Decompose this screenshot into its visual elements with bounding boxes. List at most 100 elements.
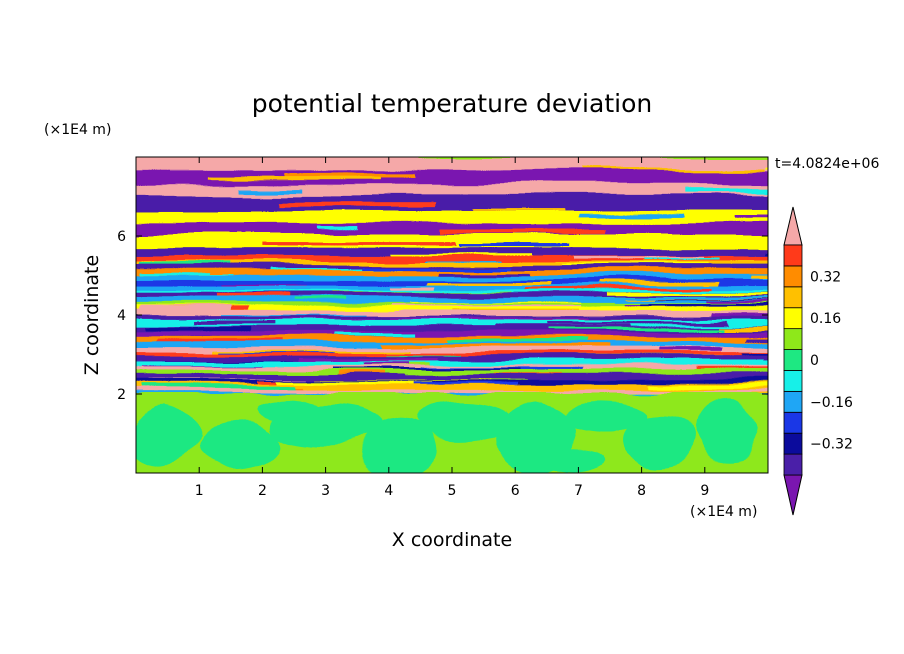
contour-streak bbox=[549, 325, 721, 329]
contour-streak bbox=[762, 292, 768, 297]
contour-streak bbox=[474, 208, 564, 211]
contour-band bbox=[136, 388, 768, 395]
contour-streak bbox=[226, 344, 343, 348]
colorbar-extend-min bbox=[783, 474, 803, 516]
contour-band bbox=[136, 329, 768, 337]
plot-area bbox=[136, 157, 768, 473]
contour-band bbox=[136, 247, 768, 257]
contour-streak bbox=[644, 257, 723, 261]
contour-band bbox=[136, 184, 768, 197]
contour-streak bbox=[278, 380, 433, 385]
contour-band bbox=[136, 260, 768, 266]
eddy-region bbox=[256, 397, 320, 422]
colorbar-segment bbox=[783, 411, 803, 434]
time-label: t=4.0824e+06 bbox=[775, 156, 879, 172]
contour-streak bbox=[144, 324, 251, 330]
contour-streak bbox=[606, 293, 768, 297]
contour-streak bbox=[547, 319, 726, 323]
contour-streak bbox=[595, 283, 720, 288]
contour-streak bbox=[362, 363, 408, 366]
eddy-region bbox=[192, 421, 282, 470]
colorbar-segment bbox=[783, 349, 803, 371]
colorbar-segment bbox=[783, 265, 803, 288]
contour-band bbox=[136, 210, 768, 225]
contour-band bbox=[136, 318, 768, 326]
contour-streak bbox=[213, 294, 287, 299]
contour-streak bbox=[141, 273, 237, 276]
contour-streak bbox=[732, 216, 768, 220]
contour-streak bbox=[458, 242, 571, 247]
x-tick-label: 6 bbox=[511, 483, 520, 499]
colorbar-tick-label: 0 bbox=[810, 353, 819, 369]
y-tick-label: 6 bbox=[117, 229, 126, 245]
contour-streak bbox=[765, 251, 768, 256]
contour-streak bbox=[751, 276, 768, 280]
x-unit-label: (×1E4 m) bbox=[690, 504, 757, 520]
contour-streak bbox=[428, 282, 548, 287]
x-tick-label: 4 bbox=[384, 483, 393, 499]
colorbar-segment bbox=[783, 307, 803, 330]
colorbar-tick-label: −0.16 bbox=[810, 395, 853, 411]
contour-streak bbox=[141, 384, 297, 390]
contour-streak bbox=[708, 313, 768, 318]
eddy-region bbox=[363, 421, 440, 473]
colorbar-tick-label: −0.32 bbox=[810, 437, 853, 453]
contour-streak bbox=[214, 350, 409, 354]
x-axis: 1 2 3 4 5 6 7 8 9 bbox=[195, 157, 709, 499]
contour-streak bbox=[413, 380, 521, 384]
y-unit-label: (×1E4 m) bbox=[44, 122, 111, 138]
contour-streak bbox=[445, 337, 589, 342]
colorbar-segment bbox=[783, 390, 803, 413]
contour-streak bbox=[695, 367, 768, 370]
contour-streak bbox=[765, 166, 768, 169]
contour-streak bbox=[316, 226, 358, 230]
contour-band bbox=[136, 369, 768, 375]
contour-streak bbox=[708, 301, 768, 305]
colorbar: 0.32 0.16 0 −0.16 −0.32 bbox=[783, 206, 853, 516]
contour-band bbox=[136, 157, 768, 172]
contour-band bbox=[136, 297, 768, 303]
contour-streak bbox=[138, 307, 231, 312]
contour-streak bbox=[582, 168, 765, 172]
contour-streak bbox=[574, 256, 706, 259]
contour-streak bbox=[360, 266, 511, 270]
contour-band bbox=[136, 373, 768, 381]
colorbar-tick-label: 0.16 bbox=[810, 311, 841, 327]
contour-band bbox=[136, 306, 768, 312]
y-axis: 2 4 6 bbox=[117, 229, 768, 403]
contour-streak bbox=[333, 331, 417, 336]
x-tick-label: 3 bbox=[321, 483, 330, 499]
contour-streak bbox=[212, 270, 274, 275]
contour-band bbox=[136, 275, 768, 282]
contour-streak bbox=[742, 354, 768, 358]
mixed-layer-field bbox=[136, 392, 768, 473]
x-axis-label: X coordinate bbox=[392, 529, 512, 551]
eddy-region bbox=[136, 401, 193, 466]
y-tick-label: 4 bbox=[117, 308, 126, 324]
contour-band bbox=[136, 293, 768, 299]
contour-streak bbox=[437, 272, 530, 278]
colorbar-extend-max bbox=[783, 206, 803, 246]
x-tick-label: 8 bbox=[637, 483, 646, 499]
contour-streak bbox=[652, 383, 768, 388]
contour-streak bbox=[263, 240, 457, 245]
colorbar-segment bbox=[783, 432, 803, 455]
contour-band bbox=[136, 324, 768, 331]
contour-band bbox=[136, 310, 768, 317]
contour-band bbox=[136, 353, 768, 358]
upper-band-field bbox=[136, 157, 768, 399]
contour-streak bbox=[156, 338, 282, 343]
y-axis-label: Z coordinate bbox=[81, 255, 103, 375]
eddy-region bbox=[540, 449, 604, 473]
x-tick-label: 5 bbox=[448, 483, 457, 499]
contour-streak bbox=[222, 284, 306, 288]
x-tick-label: 7 bbox=[574, 483, 583, 499]
contour-streak bbox=[194, 319, 276, 323]
contour-streak bbox=[270, 268, 402, 271]
eddy-region bbox=[559, 401, 648, 434]
contour-band bbox=[136, 361, 768, 367]
colorbar-segment bbox=[783, 328, 803, 350]
contour-streak bbox=[381, 343, 500, 348]
y-tick-label: 2 bbox=[117, 387, 126, 403]
